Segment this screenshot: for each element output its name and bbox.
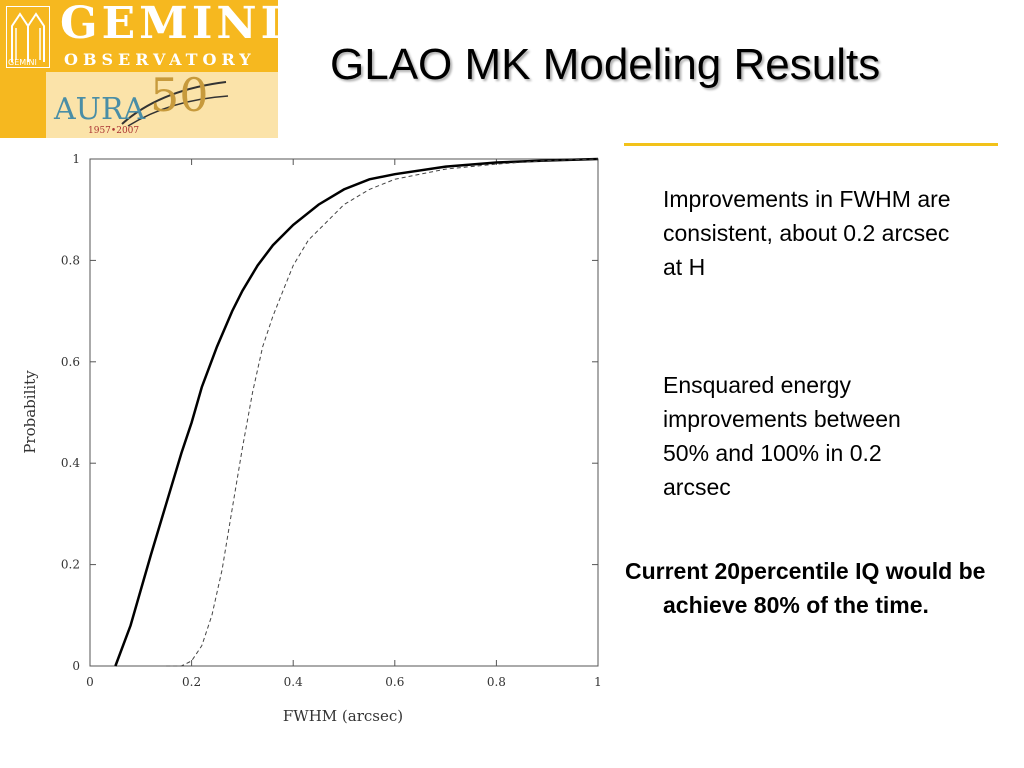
bullet-current-iq: Current 20percentile IQ would be achieve… [625,558,986,618]
title-underline [624,143,998,146]
logo-lower-panel [46,72,278,138]
x-axis-title: FWHM (arcsec) [283,707,403,725]
series-line-solid [114,157,599,667]
y-axis-title: Probability [21,370,39,454]
y-tick-label: 0.8 [61,253,80,267]
y-tick-label: 0.2 [61,558,80,572]
bullet-ensquared-energy: Ensquared energy improvements between 50… [663,372,901,500]
logo-anniversary: 50 [150,68,209,122]
plot-frame [89,158,599,667]
logo-partner: AURA [54,92,146,127]
logo-small-mark: GEMINI [8,58,37,67]
x-tick-label: 0.2 [182,675,201,689]
series-line-dashed [166,158,599,667]
x-tick-label: 0.6 [385,675,404,689]
y-tick-label: 0.6 [61,355,80,369]
x-tick-label: 1 [594,675,602,689]
plot-area: 0 0.2 0.4 0.6 0.8 1 0 0.2 0.4 0.6 0.8 1 [61,152,602,689]
x-tick-label: 0.8 [487,675,506,689]
probability-chart: 0 0.2 0.4 0.6 0.8 1 0 0.2 0.4 0.6 0.8 1 FWHM (arcse… [21,152,602,725]
logo-subtitle: OBSERVATORY [64,50,256,69]
logo-wordmark: GEMINI [60,0,286,49]
aura-swoosh-icon [121,81,229,127]
bullet-fwhm: Improvements in FWHM are consistent, abo… [663,186,951,280]
logo-years: 1957•2007 [88,126,140,136]
y-tick-label: 1 [72,152,80,166]
y-tick-label: 0 [72,659,80,673]
telescope-mark-icon [6,6,50,68]
x-tick-label: 0.4 [284,675,303,689]
y-tick-label: 0.4 [61,456,80,470]
slide-title: GLAO MK Modeling Results [330,40,881,89]
gemini-logo: GEMINI GEMINI OBSERVATORY AURA 50 1957•2… [0,0,281,138]
x-tick-label: 0 [86,675,94,689]
